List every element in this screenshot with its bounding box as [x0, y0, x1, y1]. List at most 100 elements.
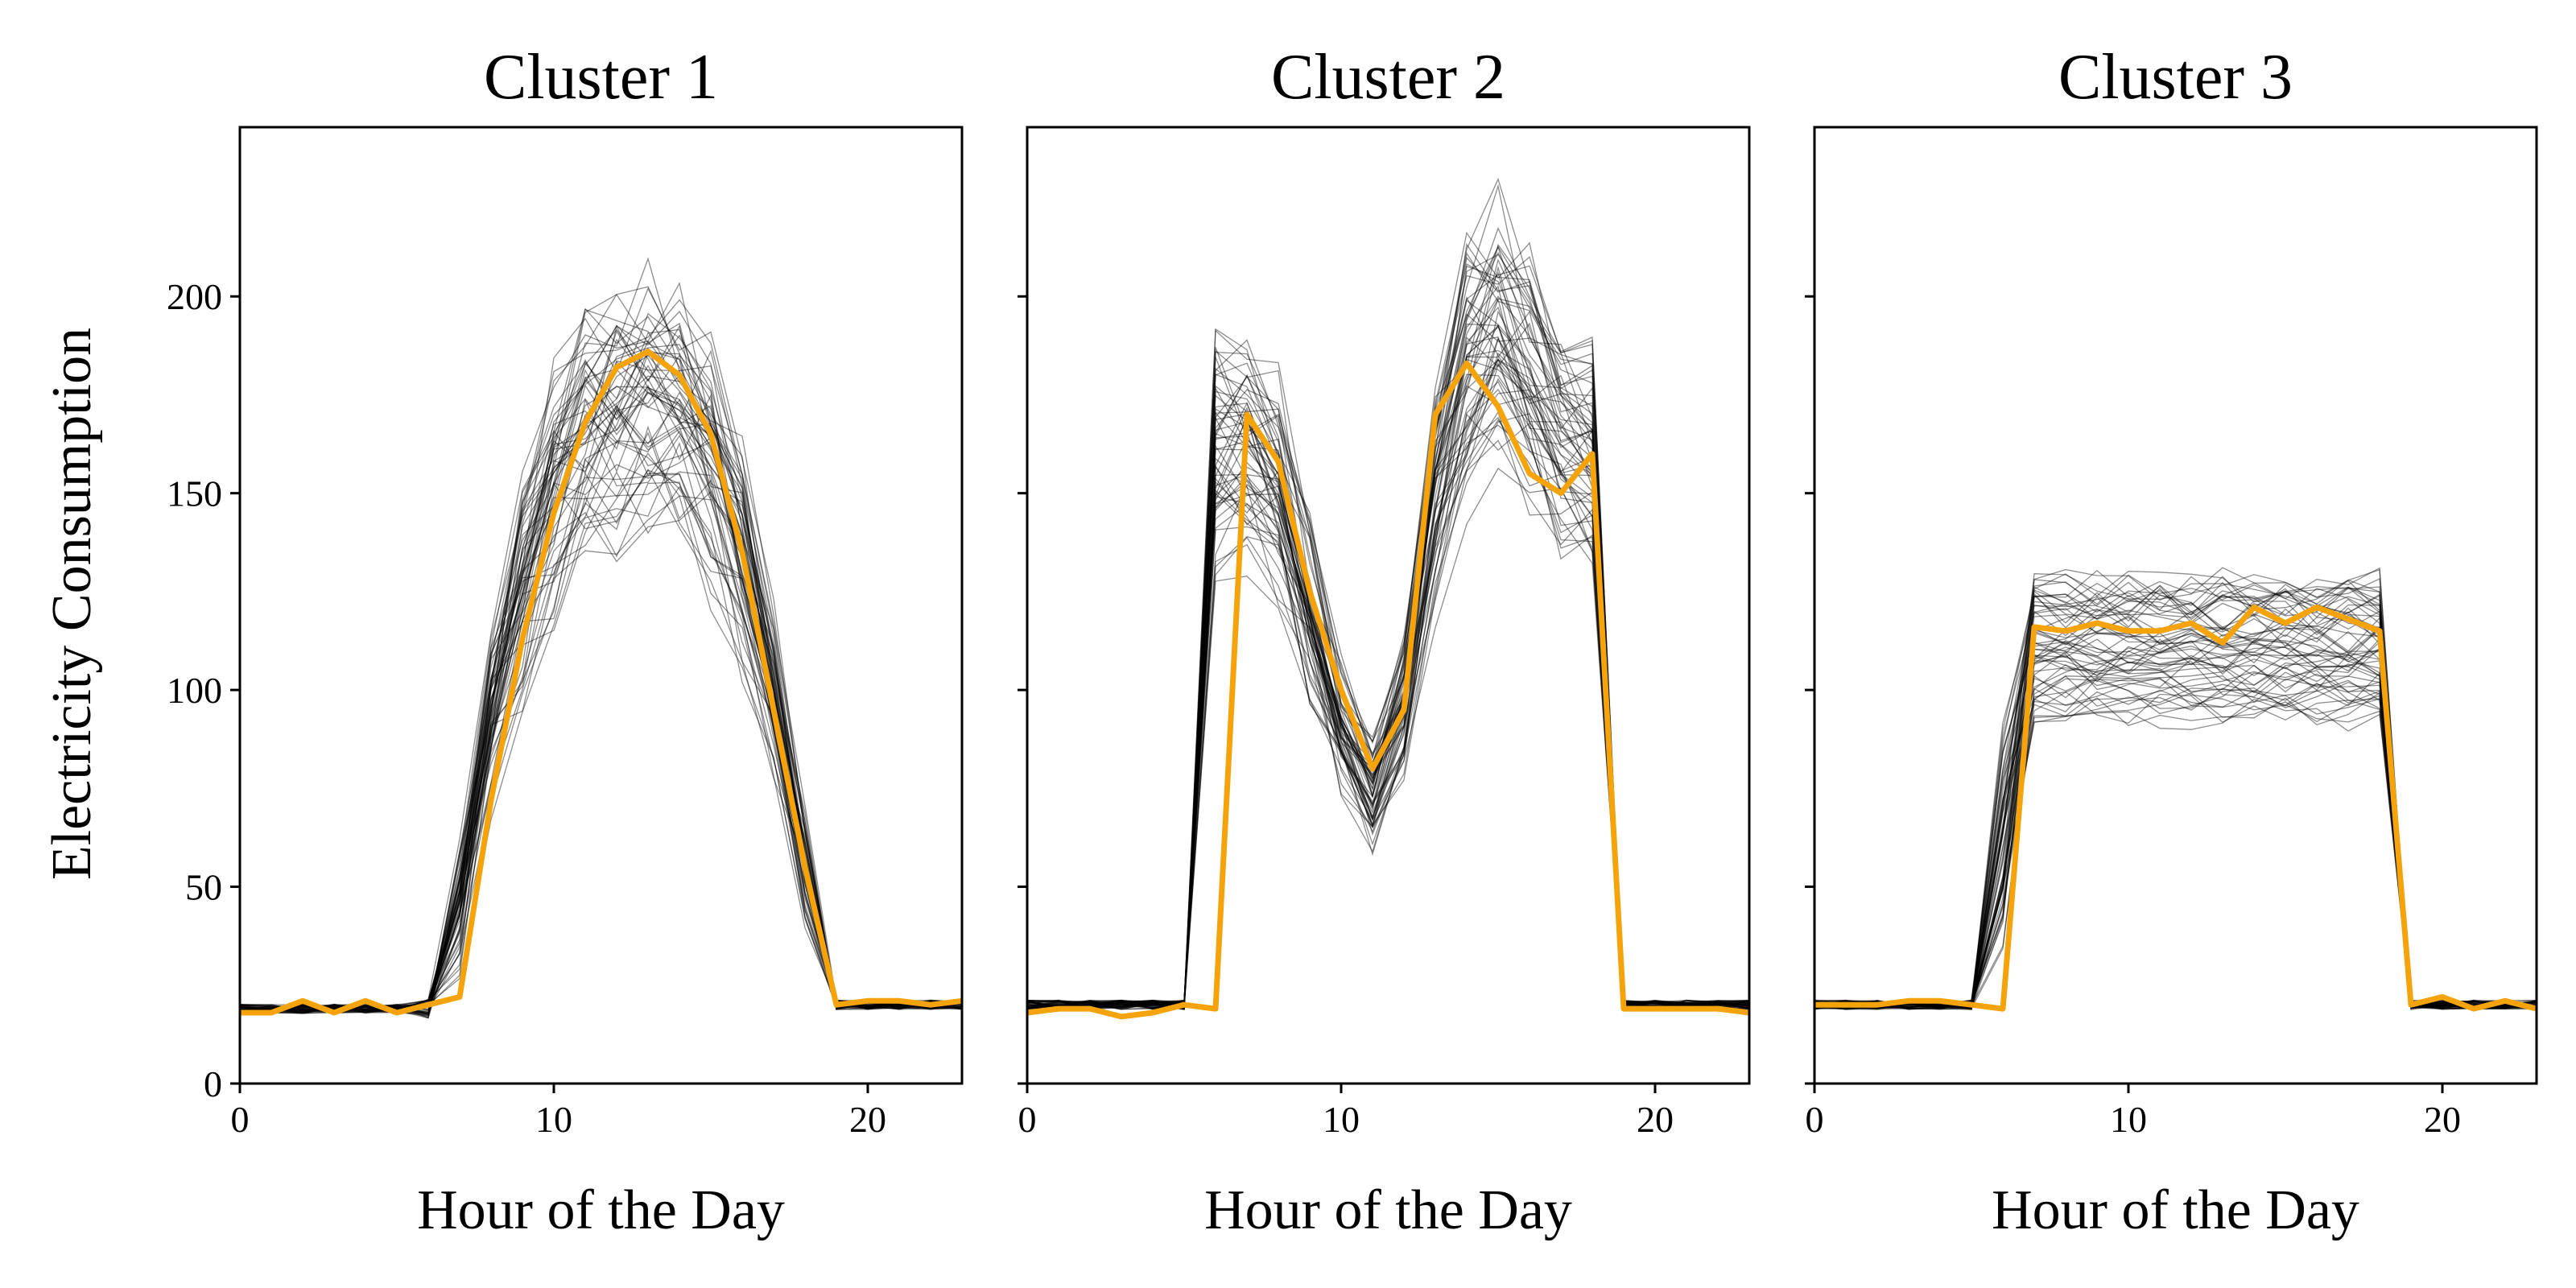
member-trace: [1814, 617, 2537, 1010]
member-trace: [240, 328, 962, 1015]
member-trace: [240, 378, 962, 1014]
member-trace: [240, 299, 962, 1012]
member-trace: [240, 391, 962, 1016]
member-trace: [1027, 324, 1749, 1010]
member-trace: [1814, 568, 2537, 1009]
member-trace: [240, 398, 962, 1013]
member-trace: [240, 441, 962, 1014]
member-trace: [240, 361, 962, 1014]
member-trace: [240, 386, 962, 1014]
x-tick-label: 20: [849, 1099, 886, 1140]
member-trace: [240, 310, 962, 1017]
member-trace: [240, 360, 962, 1013]
member-trace: [240, 425, 962, 1013]
x-tick-label: 0: [1018, 1099, 1037, 1140]
member-traces: [1814, 567, 2537, 1010]
member-trace: [1027, 310, 1749, 1009]
centroid-line: [240, 349, 962, 1016]
member-trace: [1814, 639, 2537, 1010]
member-trace: [240, 430, 962, 1013]
member-trace: [240, 388, 962, 1013]
member-trace: [1814, 687, 2537, 1010]
plot-frame: [1813, 126, 2538, 1085]
member-trace: [1027, 358, 1749, 1010]
member-trace: [240, 308, 962, 1010]
member-trace: [1027, 388, 1749, 1007]
member-trace: [240, 378, 962, 1009]
y-tick-label: 50: [185, 867, 222, 908]
member-trace: [1027, 416, 1749, 1009]
member-trace: [240, 431, 962, 1013]
member-trace: [1814, 654, 2537, 1010]
member-trace: [240, 408, 962, 1013]
member-trace: [1027, 352, 1749, 1009]
member-trace: [240, 471, 962, 1013]
member-trace: [1027, 337, 1749, 1010]
member-trace: [1027, 424, 1749, 1009]
member-trace: [240, 349, 962, 1010]
member-trace: [1814, 661, 2537, 1009]
member-trace: [1027, 252, 1749, 1010]
member-trace: [1814, 675, 2537, 1009]
member-trace: [240, 481, 962, 1013]
member-trace: [240, 374, 962, 1015]
member-trace: [1027, 378, 1749, 1009]
member-trace: [1027, 256, 1749, 1008]
member-trace: [1027, 364, 1749, 1010]
member-trace: [1814, 691, 2537, 1008]
member-trace: [1027, 184, 1749, 1009]
member-trace: [1027, 177, 1749, 1009]
member-trace: [1814, 605, 2537, 1010]
member-trace: [240, 340, 962, 1019]
member-trace: [1814, 691, 2537, 1010]
member-trace: [1814, 614, 2537, 1009]
x-axis-label: Hour of the Day: [1992, 1179, 2359, 1241]
member-trace: [240, 294, 962, 1017]
panel-title: Cluster 3: [2058, 42, 2293, 113]
member-trace: [1027, 326, 1749, 1009]
member-trace: [240, 436, 962, 1011]
panel-title: Cluster 1: [484, 42, 718, 113]
member-trace: [1814, 646, 2537, 1010]
y-axis-label: Electricity Consumption: [41, 328, 103, 880]
member-trace: [1027, 357, 1749, 1007]
member-trace: [240, 368, 962, 1013]
member-trace: [240, 364, 962, 1013]
member-trace: [240, 490, 962, 1013]
y-tick-label: 150: [167, 473, 222, 514]
member-trace: [1814, 660, 2537, 1009]
member-trace: [1814, 692, 2537, 1010]
member-trace: [1814, 567, 2537, 1009]
member-trace: [1027, 359, 1749, 1010]
member-trace: [1814, 658, 2537, 1010]
member-trace: [240, 469, 962, 1014]
member-trace: [240, 324, 962, 1013]
member-trace: [1027, 361, 1749, 1010]
member-trace: [1814, 677, 2537, 1010]
member-trace: [1027, 336, 1749, 1010]
x-tick-label: 10: [2110, 1099, 2147, 1140]
member-trace: [1814, 657, 2537, 1009]
x-axis-label: Hour of the Day: [1204, 1179, 1572, 1241]
member-trace: [1027, 271, 1749, 1010]
panel-3: 0 10 20 Cluster 3 Hour of the Day: [1805, 42, 2538, 1241]
member-trace: [1814, 653, 2537, 1009]
member-trace: [1814, 640, 2537, 1009]
member-trace: [1814, 592, 2537, 1009]
member-trace: [1814, 670, 2537, 1010]
member-trace: [1027, 256, 1749, 1009]
member-trace: [1027, 263, 1749, 1010]
member-trace: [1027, 349, 1749, 1010]
member-trace: [240, 369, 962, 1014]
member-trace: [1027, 242, 1749, 1010]
member-trace: [1027, 306, 1749, 1009]
member-trace: [1027, 358, 1749, 1009]
member-trace: [240, 495, 962, 1014]
member-trace: [1027, 251, 1749, 1010]
member-trace: [1027, 411, 1749, 1010]
member-trace: [1027, 324, 1749, 1010]
member-trace: [1814, 582, 2537, 1010]
member-trace: [1027, 265, 1749, 1009]
panel-2: 0 10 20 Cluster 2 Hour of the Day: [1018, 42, 1751, 1241]
member-trace: [1814, 608, 2537, 1010]
